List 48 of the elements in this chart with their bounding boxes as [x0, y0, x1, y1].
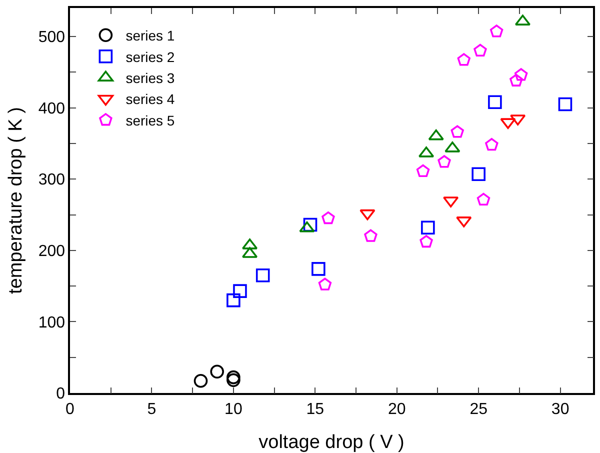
- y-axis-title: temperature drop ( K ): [6, 107, 26, 294]
- x-tick-label: 5: [147, 400, 156, 418]
- point: [226, 373, 240, 388]
- y-tick-label: 300: [38, 172, 66, 189]
- legend-label: series 3: [126, 70, 175, 86]
- point: [558, 97, 572, 112]
- x-tick-label: 10: [224, 400, 242, 418]
- x-axis-title: voltage drop ( V ): [258, 432, 404, 453]
- point: [421, 220, 435, 234]
- y-tick-label: 0: [56, 386, 66, 403]
- point: [474, 44, 487, 57]
- point: [318, 278, 332, 290]
- x-tick-label: 25: [470, 400, 488, 418]
- point: [485, 138, 498, 151]
- point: [312, 262, 326, 276]
- point: [210, 364, 224, 379]
- x-tick-label: 20: [388, 400, 406, 418]
- y-tick-label: 400: [38, 100, 66, 118]
- point: [226, 293, 240, 308]
- legend-label: series 5: [126, 112, 175, 128]
- point: [457, 53, 470, 66]
- point: [416, 164, 430, 178]
- point: [420, 234, 433, 248]
- legend-label: series 1: [126, 28, 175, 44]
- point: [303, 218, 318, 232]
- point: [428, 129, 444, 140]
- point: [194, 374, 208, 388]
- point: [299, 221, 315, 232]
- point: [472, 167, 486, 182]
- point: [450, 125, 464, 138]
- y-tick-label: 200: [38, 243, 66, 260]
- y-tick-label: 100: [38, 314, 66, 332]
- point: [510, 74, 523, 86]
- point: [322, 211, 335, 224]
- point: [364, 229, 378, 242]
- point: [476, 192, 490, 206]
- legend-label: series 2: [126, 48, 175, 65]
- point: [233, 284, 247, 298]
- x-tick-label: 15: [306, 400, 324, 418]
- point: [226, 370, 240, 384]
- point: [514, 68, 528, 81]
- point: [488, 95, 502, 110]
- point: [490, 24, 504, 38]
- x-tick-label: 30: [551, 400, 570, 418]
- point: [256, 268, 270, 282]
- legend-label: series 4: [126, 91, 175, 108]
- point: [438, 155, 451, 168]
- y-tick-label: 500: [38, 29, 66, 46]
